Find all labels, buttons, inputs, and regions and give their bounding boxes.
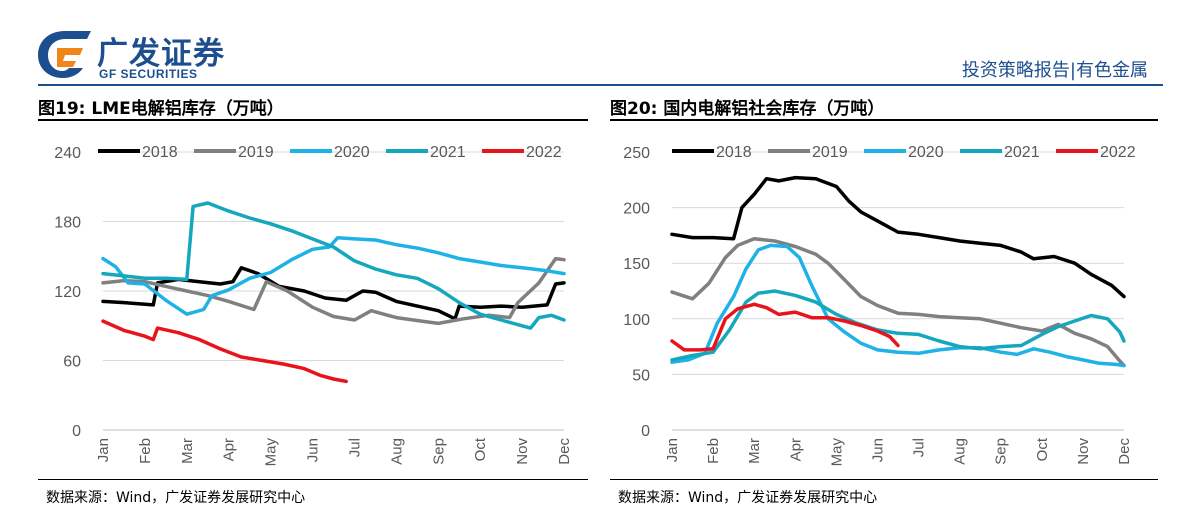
legend-label-2019: 2019 <box>238 144 274 161</box>
legend-label-2019: 2019 <box>812 144 848 161</box>
x-tick-label: Oct <box>1034 437 1051 461</box>
domestic-inventory-chart: 0 50 100 150 200 250 Jan Feb Mar Apr May Jun Jul Aug S… <box>623 144 1136 467</box>
x-tick-label: Nov <box>1075 438 1092 465</box>
x-tick-label: Mar <box>746 438 763 464</box>
legend-label-2018: 2018 <box>142 144 178 161</box>
legend-label-2018: 2018 <box>716 144 752 161</box>
x-tick-label: Oct <box>472 437 489 461</box>
series-line-2022 <box>101 319 348 384</box>
x-tick-label: Jan <box>664 438 681 462</box>
lme-inventory-panel: 图19: LME电解铝库存（万吨） 0 60 120 180 240 Jan Feb Mar A… <box>38 92 588 518</box>
y-tick-label: 100 <box>623 312 650 329</box>
x-tick-label: Jan <box>95 438 112 462</box>
x-tick-label: Aug <box>388 438 405 465</box>
series-line-2022 <box>670 302 900 352</box>
legend-label-2021: 2021 <box>1004 144 1040 161</box>
report-header: 广发证券 GF SECURITIES 投资策略报告|有色金属 <box>0 0 1200 95</box>
title-divider <box>610 119 1158 121</box>
data-source-note: 数据来源：Wind，广发证券发展研究中心 <box>618 490 878 506</box>
series-line-2020 <box>670 243 1126 368</box>
header-divider <box>38 84 1163 86</box>
y-tick-label: 50 <box>632 367 650 384</box>
gf-logo-mark-icon <box>38 31 91 78</box>
x-tick-label: Jul <box>346 438 363 457</box>
domestic-inventory-panel: 图20: 国内电解铝社会库存（万吨） 0 50 100 150 200 250 Jan Feb… <box>610 92 1158 518</box>
y-tick-label: 150 <box>623 256 650 273</box>
legend-label-2022: 2022 <box>1100 144 1136 161</box>
x-tick-label: Aug <box>952 438 969 465</box>
y-tick-label: 0 <box>641 423 650 440</box>
x-tick-label: Mar <box>179 438 196 464</box>
x-tick-label: May <box>828 438 845 467</box>
title-divider <box>38 119 588 121</box>
y-tick-label: 180 <box>54 215 81 232</box>
source-divider <box>38 479 588 480</box>
y-tick-label: 200 <box>623 201 650 218</box>
x-tick-label: Dec <box>556 438 573 465</box>
report-type-label: 投资策略报告|有色金属 <box>961 60 1148 81</box>
y-tick-label: 240 <box>54 145 81 162</box>
x-tick-label: Nov <box>514 438 531 465</box>
series-line-2018 <box>101 266 566 321</box>
figure-title: 图20: 国内电解铝社会库存（万吨） <box>610 99 885 119</box>
series-line-2019 <box>101 256 566 326</box>
x-tick-label: Apr <box>221 438 238 461</box>
x-tick-label: Sep <box>993 438 1010 465</box>
x-tick-label: May <box>263 438 280 467</box>
logo-chinese-name: 广发证券 <box>97 36 225 72</box>
data-source-note: 数据来源：Wind，广发证券发展研究中心 <box>46 490 306 506</box>
source-divider <box>610 479 1158 480</box>
logo-english-name: GF SECURITIES <box>99 67 198 81</box>
series-line-2021 <box>101 201 566 330</box>
series-line-2018 <box>670 175 1126 299</box>
series-line-2020 <box>101 235 566 316</box>
series-line-2019 <box>670 236 1126 368</box>
x-tick-label: Feb <box>705 438 722 464</box>
gf-securities-logo: 广发证券 GF SECURITIES <box>35 28 235 83</box>
legend-label-2021: 2021 <box>430 144 466 161</box>
x-tick-label: Jul <box>911 438 928 457</box>
figure-title: 图19: LME电解铝库存（万吨） <box>38 99 284 119</box>
legend-label-2020: 2020 <box>334 144 370 161</box>
legend-label-2022: 2022 <box>526 144 562 161</box>
y-tick-label: 250 <box>623 145 650 162</box>
legend-label-2020: 2020 <box>908 144 944 161</box>
y-tick-label: 0 <box>72 423 81 440</box>
x-tick-label: Dec <box>1116 438 1133 465</box>
x-tick-label: Apr <box>787 438 804 461</box>
x-tick-label: Feb <box>137 438 154 464</box>
lme-inventory-chart: 0 60 120 180 240 Jan Feb Mar Apr May Jun Jul Aug Sep O… <box>54 144 573 467</box>
series-line-2021 <box>670 289 1126 362</box>
x-tick-label: Jun <box>305 438 322 462</box>
y-tick-label: 120 <box>54 284 81 301</box>
x-tick-label: Jun <box>869 438 886 462</box>
y-tick-label: 60 <box>63 354 81 371</box>
x-tick-label: Sep <box>430 438 447 465</box>
